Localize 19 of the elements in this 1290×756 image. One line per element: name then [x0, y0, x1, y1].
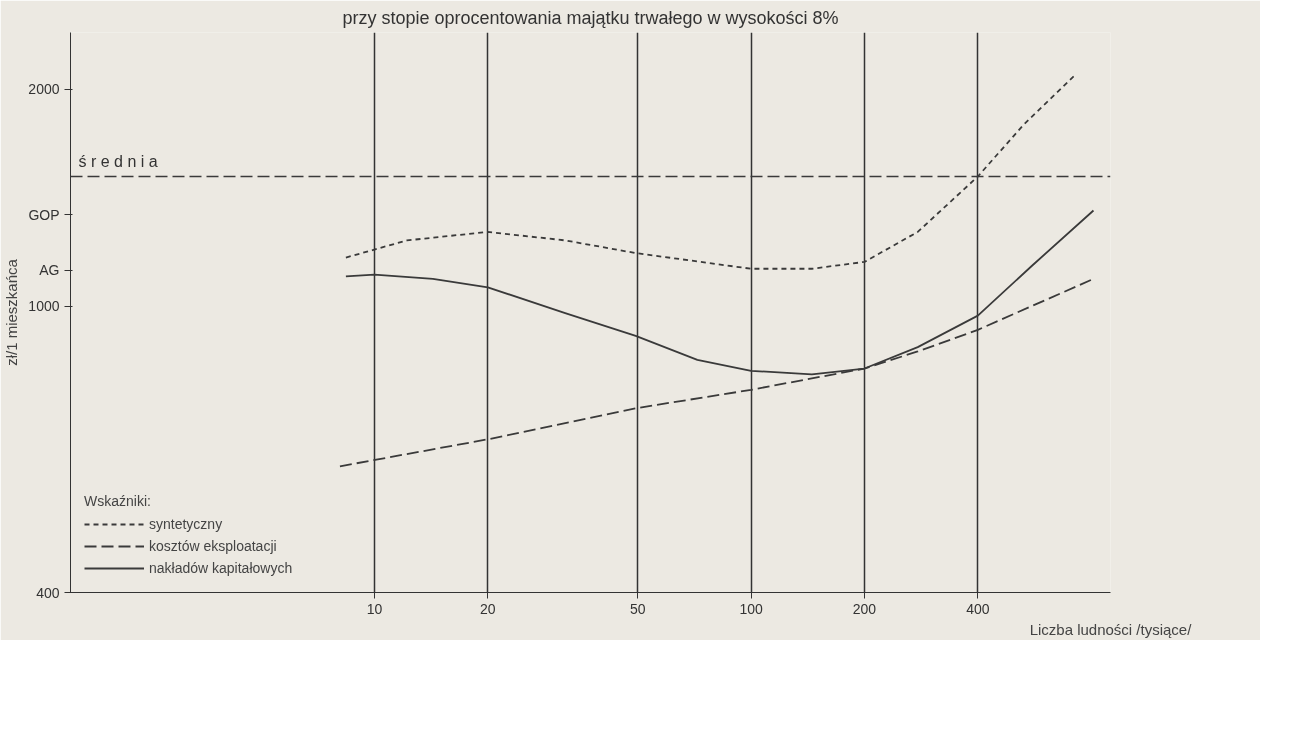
y-tick-label: 1000	[28, 298, 60, 315]
legend-label: nakładów kapitałowych	[149, 560, 293, 576]
y-tick-label: 2000	[28, 81, 60, 98]
x-tick-label: 100	[739, 600, 763, 617]
x-tick-label: 20	[480, 600, 496, 617]
y-tick-label: GOP	[28, 206, 60, 223]
chart-title: przy stopie oprocentowania majątku trwałego w wysokości 8%	[342, 7, 839, 28]
y-tick-label: 400	[36, 584, 60, 601]
x-tick-label: 50	[629, 600, 646, 617]
ref-line-label: ś r e d n i a	[78, 153, 158, 171]
legend-label: syntetyczny	[149, 516, 223, 532]
x-tick-label: 10	[366, 600, 383, 617]
x-axis-title: Liczba ludności /tysiące/	[1029, 620, 1193, 638]
y-axis-title: zł/1 mieszkańca	[3, 258, 21, 366]
x-tick-label: 200	[852, 600, 877, 617]
legend-label: kosztów eksploatacji	[149, 538, 277, 554]
legend-title: Wskaźniki:	[84, 493, 152, 509]
x-tick-label: 400	[966, 600, 990, 617]
y-tick-label: AG	[39, 262, 60, 279]
